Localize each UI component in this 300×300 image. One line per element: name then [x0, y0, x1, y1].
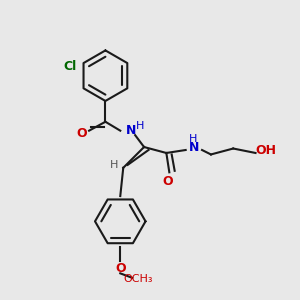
Text: O: O	[163, 175, 173, 188]
Text: OCH₃: OCH₃	[123, 274, 153, 284]
Text: O: O	[115, 262, 126, 275]
Text: H: H	[110, 160, 118, 170]
Text: H: H	[189, 134, 197, 144]
Text: N: N	[125, 124, 136, 137]
Text: H: H	[135, 121, 144, 131]
Text: O: O	[76, 127, 87, 140]
Text: OH: OH	[255, 143, 276, 157]
Text: N: N	[189, 141, 199, 154]
Text: Cl: Cl	[64, 59, 77, 73]
